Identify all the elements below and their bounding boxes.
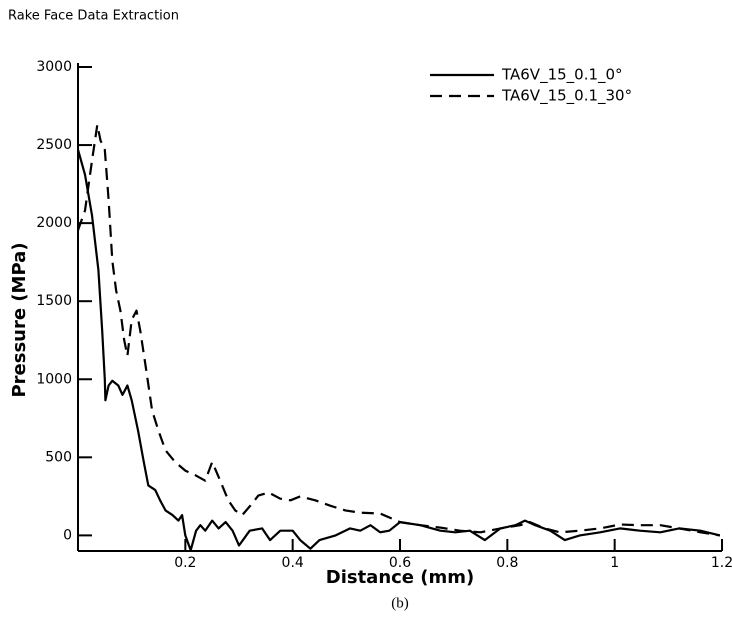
y-axis-label: Pressure (MPa): [9, 242, 30, 397]
y-tick-label: 1000: [36, 371, 72, 387]
data-line: [76, 123, 721, 537]
x-tick-label: 1: [610, 555, 619, 571]
x-tick-label: 0.8: [496, 555, 518, 571]
y-tick-label: 0: [63, 527, 72, 543]
y-tick-label: 2000: [36, 215, 72, 231]
data-line: [76, 149, 721, 552]
y-tick-label: 500: [45, 449, 72, 465]
x-tick-label: 0.2: [174, 555, 196, 571]
chart-title: Rake Face Data Extraction: [8, 9, 179, 24]
x-tick-label: 0.6: [389, 555, 411, 571]
x-tick-label: 1.2: [711, 555, 732, 571]
x-tick-label: 0.4: [282, 555, 304, 571]
caption: (b): [391, 595, 409, 611]
legend-label: TA6V_15_0.1_30°: [501, 87, 632, 106]
legend-label: TA6V_15_0.1_0°: [501, 66, 623, 85]
x-axis-label: Distance (mm): [326, 567, 475, 588]
y-tick-label: 3000: [36, 59, 72, 75]
y-tick-label: 2500: [36, 137, 72, 153]
legend: TA6V_15_0.1_0° TA6V_15_0.1_30°: [430, 66, 632, 106]
y-tick-label: 1500: [36, 293, 72, 309]
